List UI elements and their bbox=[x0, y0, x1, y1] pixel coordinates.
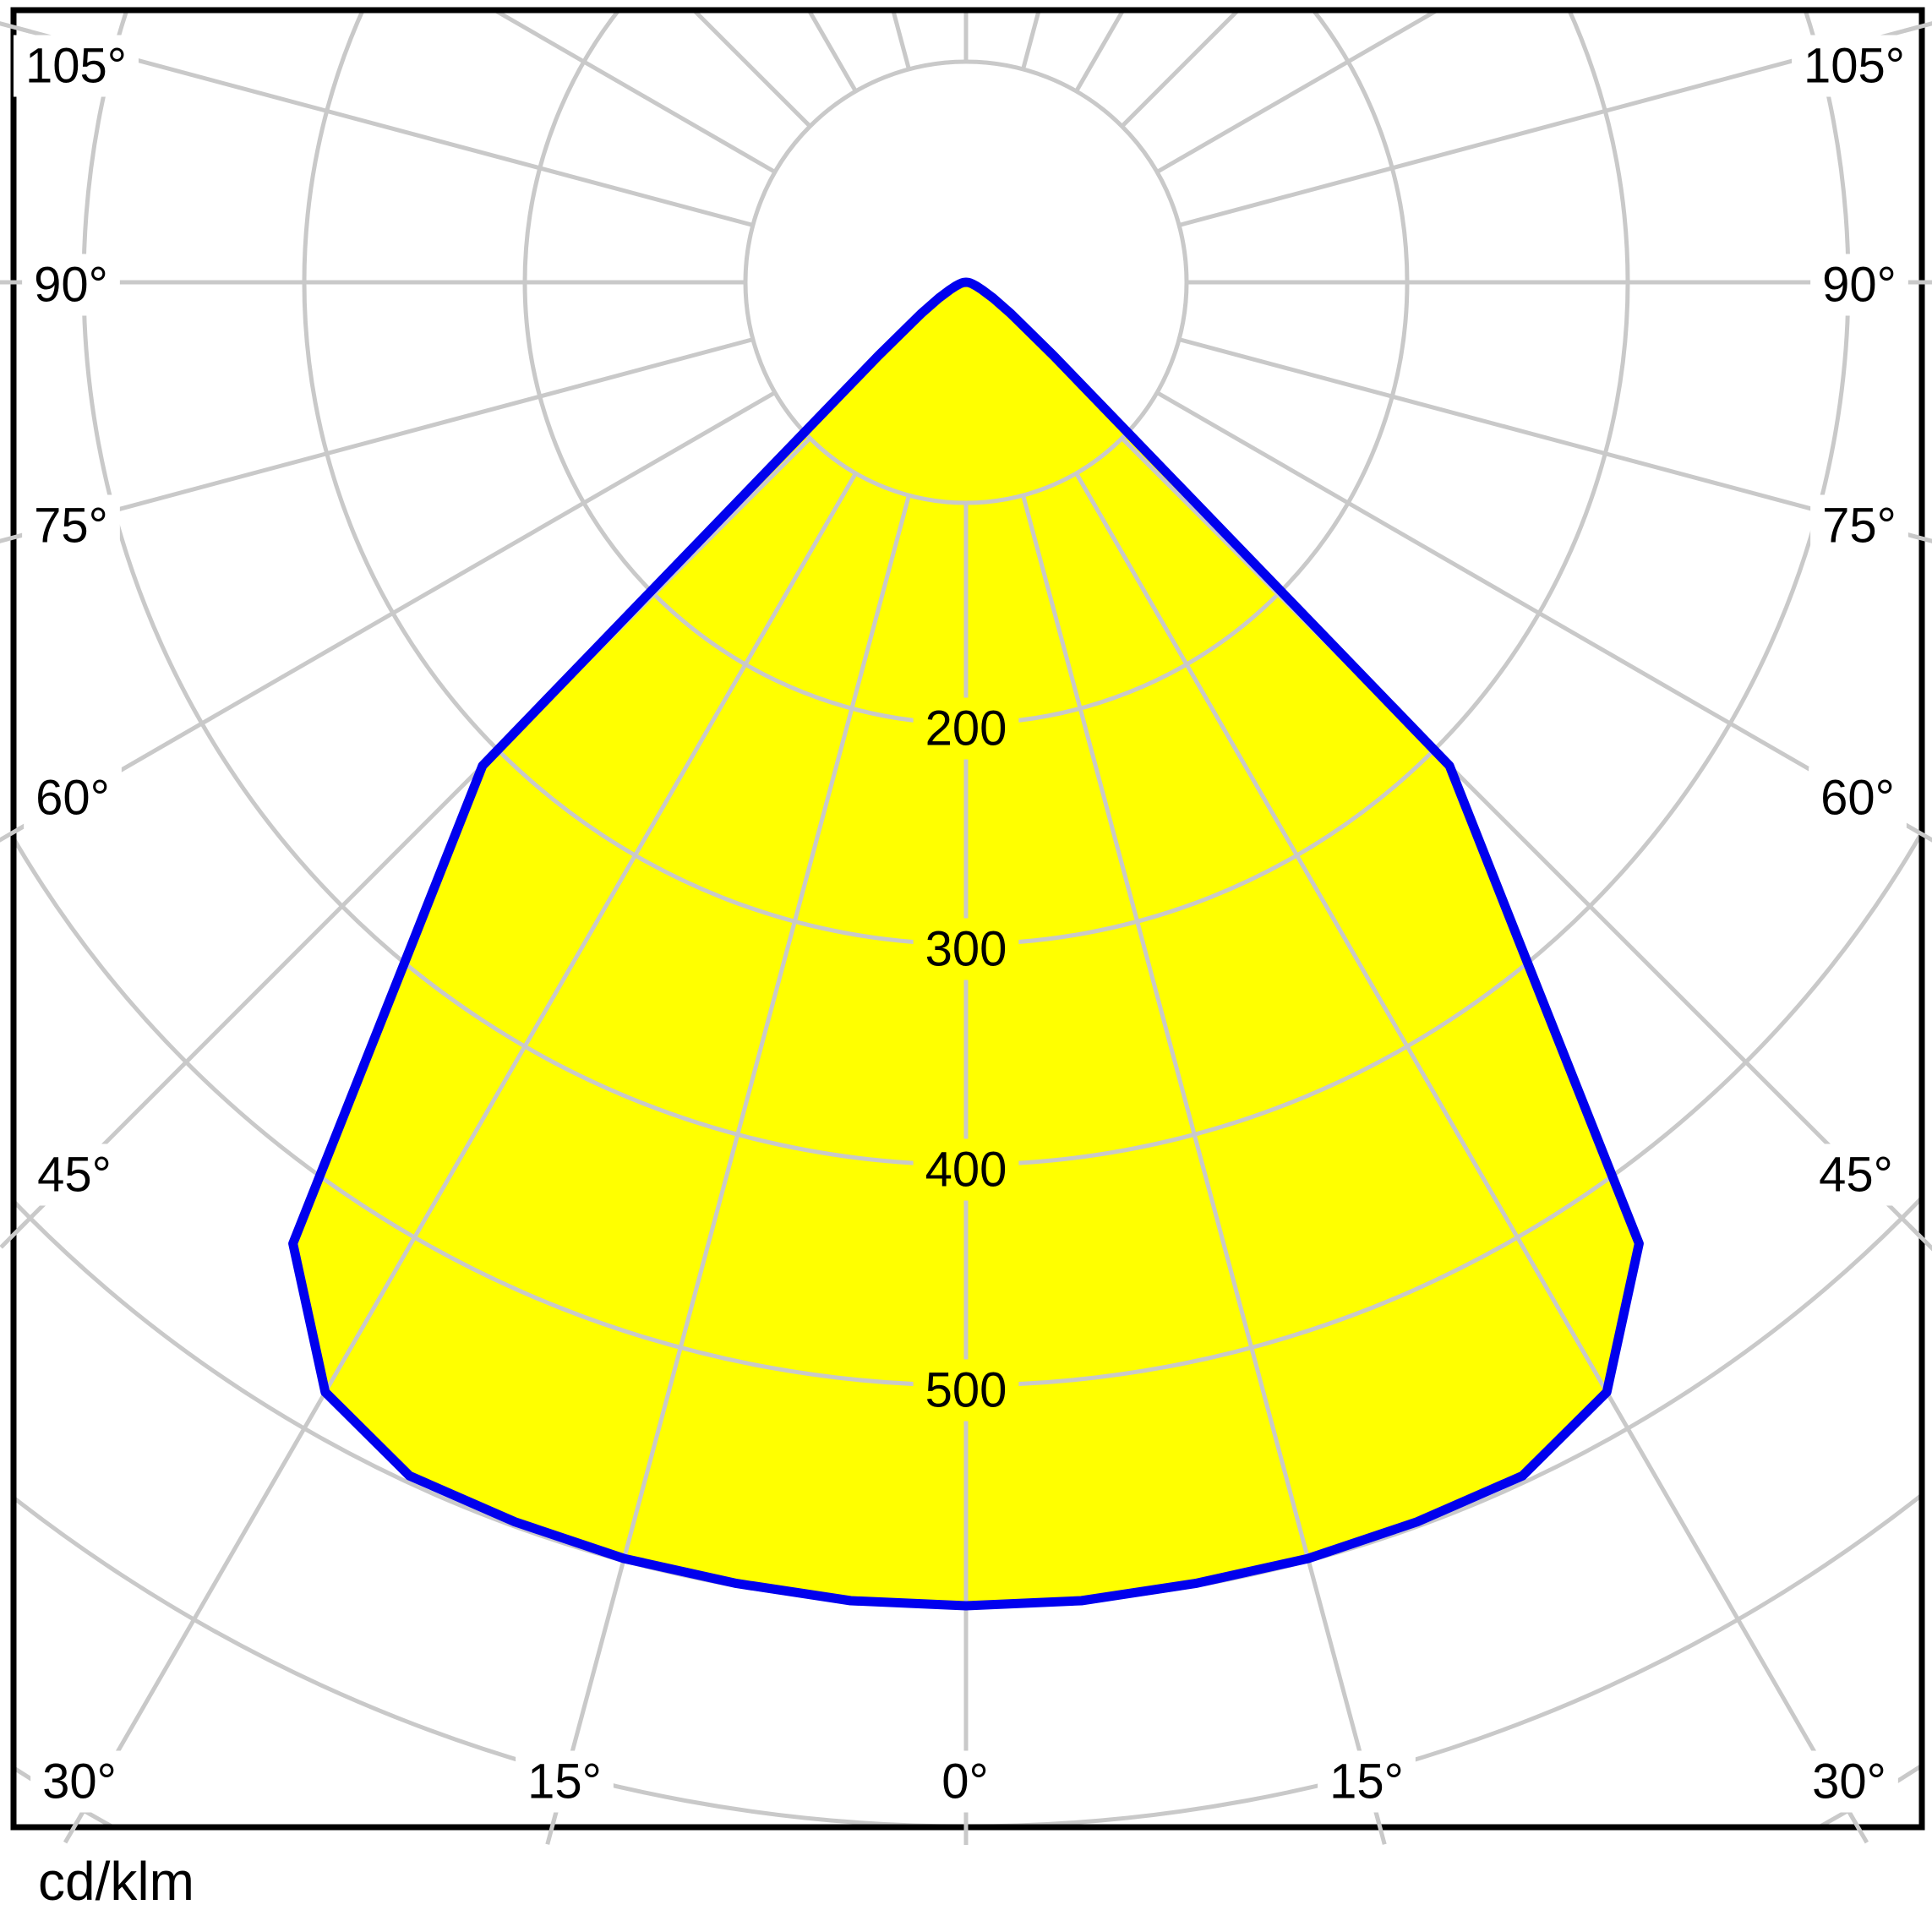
border-tick-45 bbox=[1907, 1224, 1932, 1252]
unit-label: cd/klm bbox=[38, 1851, 194, 1912]
grid-ray-300 bbox=[10, 390, 777, 837]
border-tick-75 bbox=[1904, 532, 1932, 543]
angle-tick-label-14-30°: 30° bbox=[1812, 1755, 1886, 1809]
grid-ray-30 bbox=[1074, 472, 1863, 1831]
radial-tick-label-300-bg bbox=[913, 918, 1019, 980]
grid-ray-60 bbox=[1155, 390, 1925, 838]
grid-ray-345 bbox=[548, 494, 911, 1831]
grid-ray-105 bbox=[1178, 23, 1925, 227]
radial-tick-label-200-bg bbox=[913, 697, 1019, 760]
angle-tick-label-9-45°: 45° bbox=[1819, 1148, 1893, 1203]
angle-tick-label-3-60°: 60° bbox=[35, 771, 110, 826]
angle-tick-label-11-15°: 15° bbox=[527, 1755, 602, 1809]
angle-tick-label-7-75°-bg bbox=[1810, 494, 1908, 557]
border-tick-30 bbox=[1847, 1810, 1869, 1844]
angle-tick-label-9-45°-bg bbox=[1807, 1143, 1905, 1206]
angle-tick-label-6-90°: 90° bbox=[1822, 258, 1897, 313]
intensity-curve-outline bbox=[288, 277, 1644, 1611]
grid-ray-330 bbox=[69, 472, 858, 1831]
grid-ray-15 bbox=[1021, 494, 1384, 1831]
angle-tick-label-6-90°-bg bbox=[1810, 254, 1908, 316]
border-tick-15 bbox=[1373, 1809, 1387, 1845]
angle-tick-label-7-75°: 75° bbox=[1822, 499, 1897, 554]
border-ticks bbox=[0, 21, 1932, 1845]
intensity-curve bbox=[288, 277, 1644, 1611]
angle-tick-label-8-60°: 60° bbox=[1820, 771, 1895, 826]
border-tick-105 bbox=[1904, 21, 1932, 33]
radial-tick-label-300: 300 bbox=[925, 922, 1007, 977]
border-tick--45 bbox=[0, 1220, 28, 1249]
angle-tick-label-5-105°: 105° bbox=[1804, 39, 1905, 94]
radial-tick-label-400: 400 bbox=[925, 1143, 1007, 1198]
angle-tick-label-1-90°: 90° bbox=[34, 258, 108, 313]
angle-tick-label-10-30°: 30° bbox=[42, 1755, 117, 1809]
angle-tick-label-4-45°: 45° bbox=[37, 1148, 112, 1203]
border-tick--60 bbox=[0, 821, 30, 843]
radial-tick-label-500: 500 bbox=[925, 1363, 1007, 1418]
grid-ray-285 bbox=[10, 337, 754, 541]
angle-tick-label-5-105°-bg bbox=[1792, 35, 1917, 97]
border-tick--15 bbox=[545, 1809, 559, 1845]
angle-tick-label-8-60°-bg bbox=[1809, 767, 1907, 829]
angle-tick-label-11-15°-bg bbox=[516, 1750, 614, 1813]
angle-tick-label-2-75°: 75° bbox=[34, 499, 108, 554]
angle-tick-label-4-45°-bg bbox=[25, 1143, 123, 1206]
angle-tick-label-13-15°: 15° bbox=[1329, 1755, 1404, 1809]
angle-tick-label-12-0°: 0° bbox=[941, 1755, 988, 1809]
border-tick--105 bbox=[0, 21, 31, 34]
grid-ray-255 bbox=[10, 24, 754, 227]
tick-labels: 200 300 400 500 105° 90° 75° 60° 45° 105° 90° 75° 60… bbox=[14, 35, 1917, 1813]
grid-ray-75 bbox=[1178, 337, 1925, 542]
angle-tick-label-3-60°-bg bbox=[24, 767, 122, 829]
angle-tick-label-14-30°-bg bbox=[1800, 1750, 1898, 1813]
border-tick-60 bbox=[1905, 823, 1932, 843]
border-tick--30 bbox=[63, 1810, 85, 1844]
angle-tick-label-2-75°-bg bbox=[22, 494, 120, 557]
radial-tick-label-400-bg bbox=[913, 1138, 1019, 1201]
angle-tick-label-12-0°-bg bbox=[930, 1750, 1001, 1813]
angle-tick-label-0-105°: 105° bbox=[25, 39, 127, 94]
angle-tick-label-10-30°-bg bbox=[30, 1750, 128, 1813]
angle-tick-label-0-105°-bg bbox=[14, 35, 139, 97]
angle-tick-label-1-90°-bg bbox=[22, 254, 120, 316]
radial-tick-label-500-bg bbox=[913, 1359, 1019, 1422]
angle-tick-label-13-15°-bg bbox=[1318, 1750, 1416, 1813]
radial-tick-label-200: 200 bbox=[925, 701, 1007, 756]
